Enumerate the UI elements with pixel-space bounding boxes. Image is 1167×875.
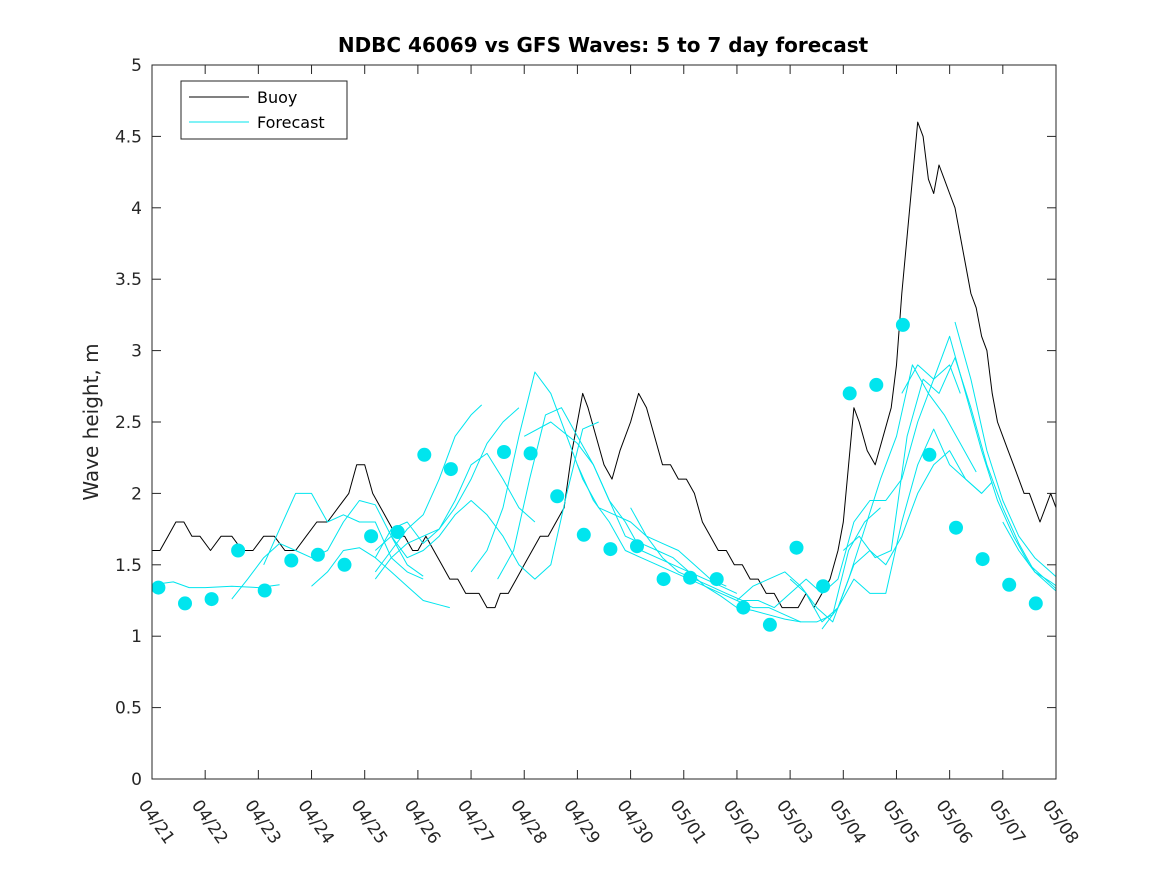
forecast-marker <box>284 553 299 568</box>
series-forecast-line <box>736 364 977 623</box>
y-axis-label: Wave height, m <box>79 343 103 500</box>
series-forecast-line <box>263 492 424 580</box>
series-forecast-line <box>1002 521 1056 587</box>
forecast-marker <box>337 557 352 572</box>
legend-box <box>180 80 348 140</box>
y-tick-label: 5 <box>131 56 142 76</box>
y-tick-label: 4.5 <box>115 127 142 147</box>
series-forecast-line <box>374 421 599 580</box>
forecast-marker <box>975 552 990 567</box>
series-forecast-line <box>374 452 536 558</box>
forecast-marker <box>762 617 777 632</box>
y-tick-label: 3 <box>131 342 142 362</box>
y-tick-label: 0.5 <box>115 699 142 719</box>
series-forecast-line <box>523 421 801 623</box>
y-tick-label: 0 <box>131 770 142 790</box>
y-tick-label: 4 <box>131 199 142 219</box>
forecast-marker <box>656 572 671 587</box>
series-buoy-line <box>152 121 1056 609</box>
forecast-marker <box>257 583 272 598</box>
forecast-marker <box>310 547 325 562</box>
forecast-marker <box>630 539 644 554</box>
forecast-marker <box>550 489 565 504</box>
chart-title: NDBC 46069 vs GFS Waves: 5 to 7 day fore… <box>338 33 869 57</box>
forecast-marker <box>683 570 698 585</box>
forecast-marker <box>1002 577 1017 592</box>
series-forecast-line <box>954 321 1056 578</box>
series-forecast-line <box>374 404 483 573</box>
forecast-marker <box>364 529 379 544</box>
forecast-marker <box>497 445 511 459</box>
forecast-marker <box>390 525 405 539</box>
forecast-marker <box>949 520 963 535</box>
forecast-marker <box>204 592 219 607</box>
y-tick-label: 2.5 <box>115 413 142 433</box>
forecast-marker <box>443 462 458 477</box>
forecast-marker <box>922 447 937 462</box>
series-forecast-line <box>576 464 881 623</box>
series-forecast-line <box>789 428 982 623</box>
series-forecast-line <box>497 407 738 594</box>
legend-forecast-label: Forecast <box>257 113 325 132</box>
forecast-marker <box>842 386 857 401</box>
forecast-marker <box>816 579 831 594</box>
plot-area <box>151 64 1057 780</box>
legend-buoy-label: Buoy <box>257 88 297 107</box>
series-layer <box>152 121 1056 630</box>
forecast-marker <box>523 446 538 461</box>
series-forecast-line <box>842 357 1056 592</box>
forecast-marker <box>895 317 910 332</box>
forecast-marker <box>1028 596 1043 611</box>
forecast-marker <box>178 596 192 611</box>
y-tick-label: 1.5 <box>115 556 142 576</box>
forecast-marker <box>417 447 432 462</box>
series-forecast-line <box>311 547 450 609</box>
forecast-marker <box>709 572 724 587</box>
forecast-marker <box>869 377 884 392</box>
series-forecast-line <box>901 335 1056 590</box>
forecast-marker <box>603 542 618 557</box>
y-tick-label: 3.5 <box>115 270 142 290</box>
series-forecast-line <box>821 450 993 630</box>
forecast-marker <box>736 600 751 615</box>
marker-layer <box>152 317 1043 632</box>
y-axis: 0 0.5 1 1.5 2 2.5 3 3.5 4 4.5 5 <box>115 56 1056 790</box>
series-forecast-line <box>374 407 520 580</box>
y-tick-label: 1 <box>131 627 142 647</box>
y-tick-label: 2 <box>131 484 142 504</box>
legend: Buoy Forecast <box>180 80 348 140</box>
forecast-marker <box>789 540 804 555</box>
forecast-marker <box>152 580 166 595</box>
forecast-marker <box>231 543 246 558</box>
forecast-marker <box>576 527 591 542</box>
